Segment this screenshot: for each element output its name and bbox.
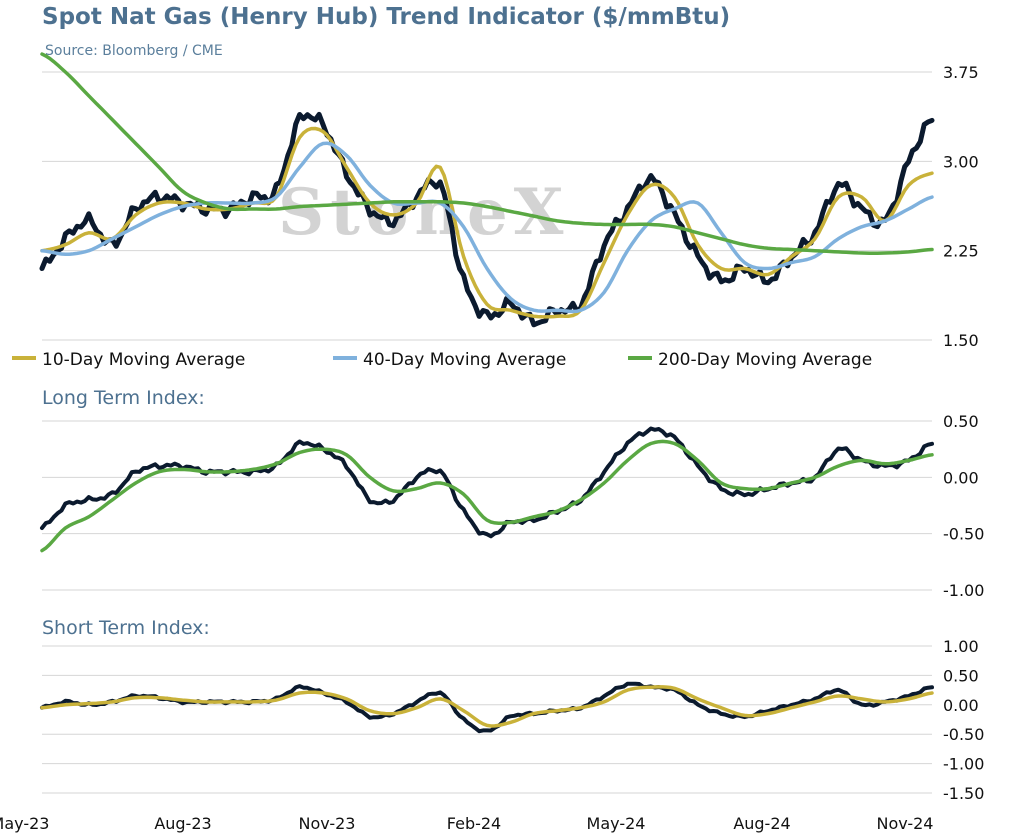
x-tick-label: Aug-23 [154, 814, 211, 833]
chart-title: Spot Nat Gas (Henry Hub) Trend Indicator… [42, 4, 731, 30]
series-line-2-2 [40, 439, 934, 553]
y-tick-label: 2.25 [943, 242, 979, 261]
y-tick-label: 0.50 [943, 666, 979, 685]
y-tick-label: -1.50 [943, 784, 984, 803]
x-tick-label: Aug-24 [733, 814, 790, 833]
x-tick-label: Nov-24 [877, 814, 934, 833]
long-term-index-title: Long Term Index: [42, 387, 205, 409]
x-tick-label: May-23 [0, 814, 49, 833]
series-line-1-4 [40, 52, 934, 255]
legend-label: 200-Day Moving Average [658, 350, 872, 370]
series-line-3-2 [40, 685, 934, 728]
legend: 10-Day Moving Average 40-Day Moving Avera… [12, 350, 872, 370]
short-term-index-title: Short Term Index: [42, 617, 210, 639]
y-tick-label: 1.50 [943, 331, 979, 350]
series-layer [39, 52, 935, 734]
y-tick-label: 3.75 [943, 63, 979, 82]
y-tick-label: 0.00 [943, 696, 979, 715]
y-tick-label: -1.00 [943, 755, 984, 774]
legend-label: 10-Day Moving Average [42, 350, 245, 370]
y-tick-label: 1.00 [943, 637, 979, 656]
y-tick-label: -1.00 [943, 581, 984, 600]
y-tick-label: -0.50 [943, 525, 984, 544]
y-tick-label: 0.00 [943, 468, 979, 487]
x-tick-label: Nov-23 [299, 814, 356, 833]
legend-label: 40-Day Moving Average [363, 350, 566, 370]
x-tick-label: Feb-24 [447, 814, 501, 833]
y-tick-label: -0.50 [943, 725, 984, 744]
x-tick-label: May-24 [587, 814, 646, 833]
y-tick-label: 0.50 [943, 412, 979, 431]
tick-layer: 1.50 2.25 3.00 3.75 -1.00 -0.50 0.00 0.50 -1.50 -… [0, 63, 984, 833]
series-line-1-3 [40, 141, 934, 314]
y-tick-label: 3.00 [943, 152, 979, 171]
chart-subtitle: Source: Bloomberg / CME [45, 43, 223, 59]
